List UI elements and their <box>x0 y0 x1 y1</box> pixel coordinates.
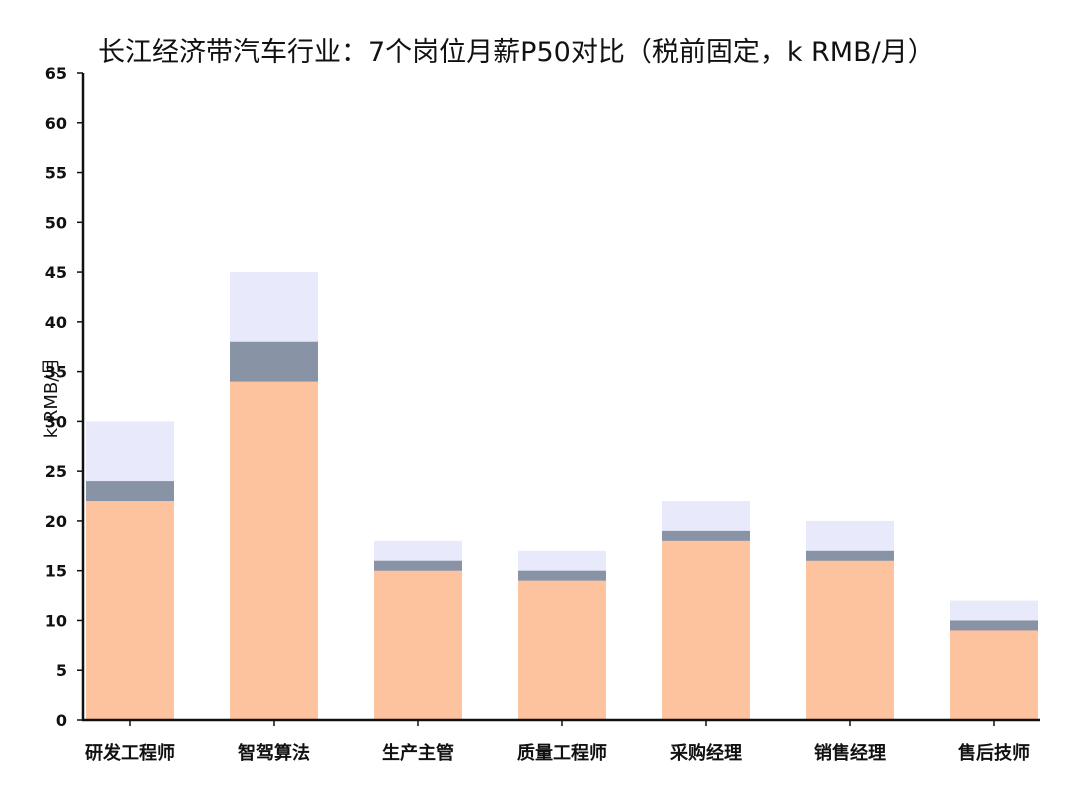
x-tick-label: 质量工程师 <box>517 742 607 764</box>
y-tick-label: 40 <box>45 313 67 332</box>
bar-3-7 <box>950 630 1038 720</box>
bar-3-4 <box>518 580 606 720</box>
y-tick-label: 20 <box>45 512 67 531</box>
bars-group <box>86 272 1038 720</box>
x-ticks-group: 研发工程师 智驾算法 生产主管 质量工程师 采购经理 销售经理 售后技师 <box>85 720 1030 764</box>
x-tick-label: 售后技师 <box>958 742 1030 764</box>
y-tick-label: 25 <box>45 462 67 481</box>
y-ticks-group: 0 5 10 15 20 25 30 35 40 45 50 55 60 65 <box>45 64 83 730</box>
x-tick-label: 销售经理 <box>814 742 886 764</box>
y-tick-label: 30 <box>45 412 67 431</box>
y-tick-label: 10 <box>45 611 67 630</box>
y-tick-label: 50 <box>45 213 67 232</box>
y-tick-label: 35 <box>45 363 67 382</box>
y-tick-label: 65 <box>45 64 67 83</box>
axes-group <box>81 73 1040 722</box>
x-tick-label: 生产主管 <box>382 742 454 764</box>
x-tick-label: 智驾算法 <box>238 742 310 764</box>
bar-3-5 <box>662 540 750 720</box>
bar-3-1 <box>86 501 174 720</box>
y-axis-label: k RMB/月 <box>41 358 62 439</box>
bar-3-6 <box>806 560 894 720</box>
y-tick-label: 60 <box>45 114 67 133</box>
x-tick-label: 采购经理 <box>669 742 742 764</box>
y-tick-label: 55 <box>45 164 67 183</box>
bar-3-2 <box>230 381 318 720</box>
chart-title: 长江经济带汽车行业：7个岗位月薪P50对比（税前固定，k RMB/月） <box>98 37 935 68</box>
x-tick-label: 研发工程师 <box>85 742 175 764</box>
y-tick-label: 45 <box>45 263 67 282</box>
y-tick-label: 5 <box>56 661 67 680</box>
bar-3-3 <box>374 570 462 720</box>
y-tick-label: 15 <box>45 562 67 581</box>
y-tick-label: 0 <box>56 711 67 730</box>
